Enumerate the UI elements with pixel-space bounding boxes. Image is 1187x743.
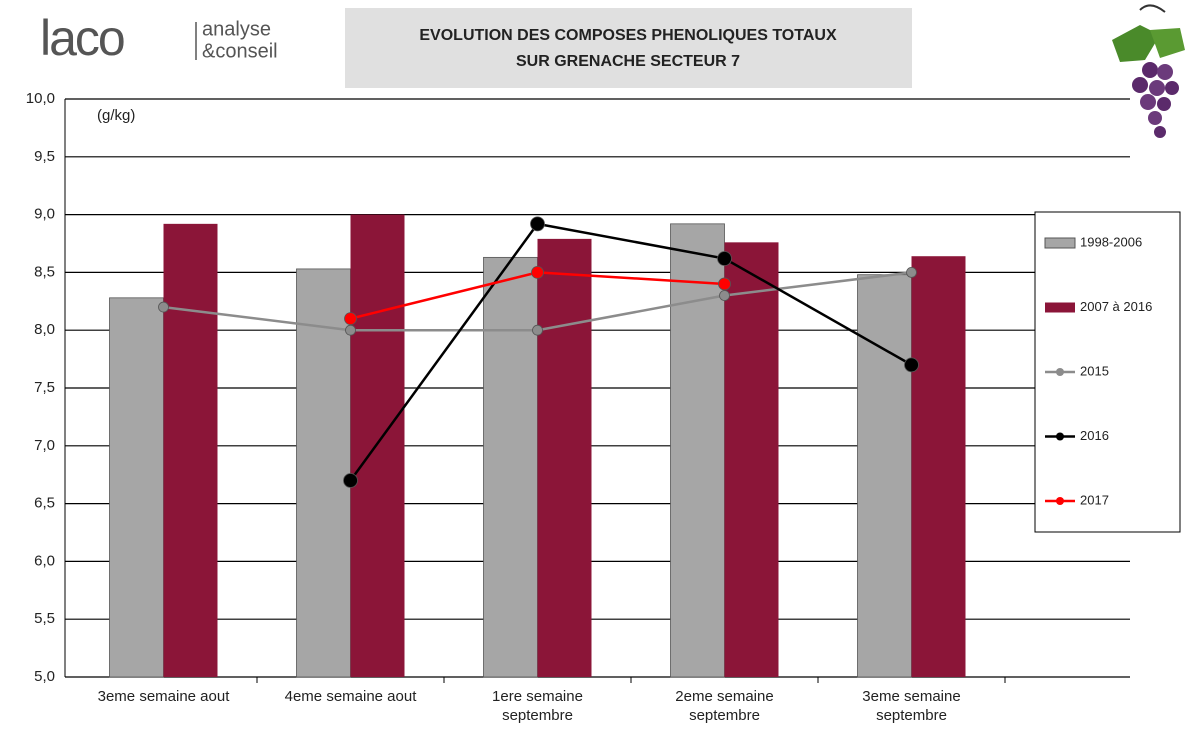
legend-marker <box>1056 432 1064 441</box>
chart-subtitle: SUR GRENACHE SECTEUR 7 <box>516 53 740 70</box>
line-marker <box>345 324 356 336</box>
line-marker <box>344 312 357 326</box>
y-tick-label: 7,0 <box>34 437 55 454</box>
y-tick-label: 8,0 <box>34 321 55 338</box>
y-tick-label: 10,0 <box>26 90 55 107</box>
bar <box>163 223 218 677</box>
line-marker <box>532 324 543 336</box>
bar <box>724 242 779 677</box>
logo: laco <box>40 10 124 66</box>
bar <box>537 238 592 677</box>
x-tick-label: 1ere semaine septembre <box>492 688 583 724</box>
y-tick-label: 5,5 <box>34 610 55 627</box>
x-tick-label: 4eme semaine aout <box>284 688 417 705</box>
y-tick-label: 6,5 <box>34 495 55 512</box>
x-tick-label: 3eme semaine septembre <box>862 688 961 724</box>
grape-icon <box>1112 4 1185 138</box>
bar <box>911 256 966 677</box>
legend-marker <box>1056 497 1064 505</box>
bar <box>350 214 405 677</box>
legend-label: 2015 <box>1080 363 1109 378</box>
y-tick-label: 6,0 <box>34 552 55 569</box>
y-axis-label: (g/kg) <box>97 107 135 124</box>
y-tick-label: 5,0 <box>34 668 55 685</box>
line-marker <box>718 277 731 291</box>
legend-swatch <box>1045 302 1075 313</box>
bar <box>483 256 538 678</box>
line <box>349 222 913 482</box>
title-box <box>345 8 912 88</box>
line-marker <box>906 266 917 278</box>
y-tick-label: 9,5 <box>34 148 55 165</box>
line-marker <box>530 216 545 232</box>
y-tick-label: 8,5 <box>34 263 55 280</box>
line-marker <box>717 251 732 266</box>
line-marker <box>531 265 544 279</box>
legend-label: 2017 <box>1080 492 1109 507</box>
bar <box>857 274 912 678</box>
x-tick-label: 3eme semaine aout <box>97 688 230 705</box>
legend-label: 2016 <box>1080 428 1109 443</box>
bar <box>296 268 351 678</box>
legend-marker <box>1056 368 1064 376</box>
legend-label: 1998-2006 <box>1080 234 1142 249</box>
y-tick-label: 9,0 <box>34 206 55 223</box>
line-marker <box>904 357 919 373</box>
chart-title: EVOLUTION DES COMPOSES PHENOLIQUES TOTAU… <box>419 27 837 44</box>
line-marker <box>158 301 169 313</box>
y-tick-label: 7,5 <box>34 379 55 396</box>
line-marker <box>343 473 358 488</box>
legend-label: 2007 à 2016 <box>1080 299 1152 314</box>
legend-swatch <box>1044 237 1076 249</box>
bar <box>109 297 164 678</box>
logo-text: analyse <box>202 18 271 40</box>
line-marker <box>719 290 730 301</box>
bar <box>670 223 725 678</box>
logo-text: &conseil <box>202 40 278 62</box>
x-tick-label: 2eme semaine septembre <box>675 688 774 724</box>
